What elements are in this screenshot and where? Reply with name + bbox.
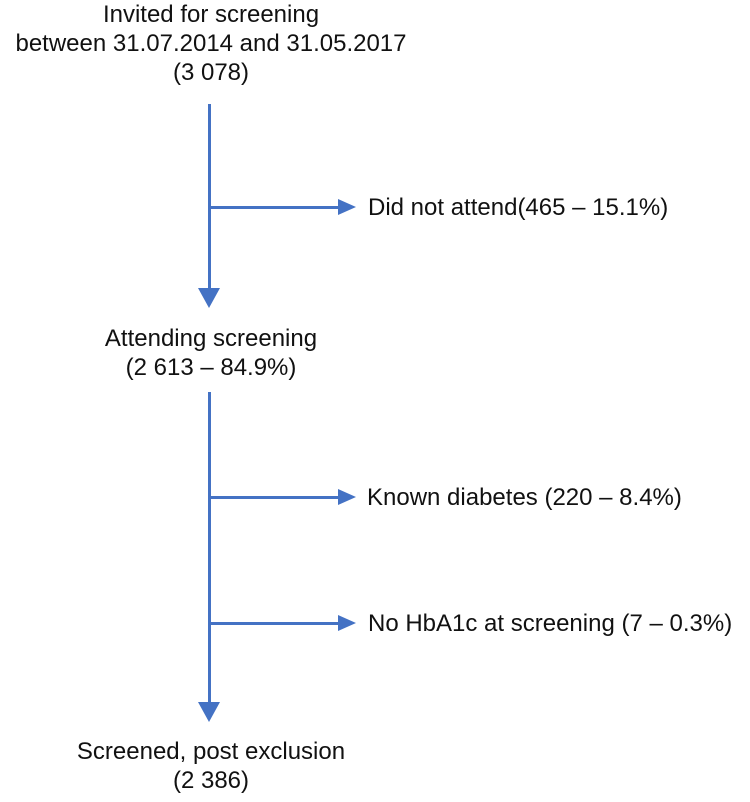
branch-no-hba1c-shaft	[210, 622, 338, 625]
label-no-hba1c-at-screening: No HbA1c at screening (7 – 0.3%)	[368, 610, 733, 637]
right-arrowhead-icon	[338, 615, 356, 631]
arrow-attending-to-screened-shaft	[208, 392, 211, 703]
node-screened-post-exclusion: Screened, post exclusion (2 386)	[76, 738, 346, 794]
arrow-invited-to-attending-shaft	[208, 104, 211, 289]
label-known-diabetes: Known diabetes (220 – 8.4%)	[367, 484, 682, 511]
node-invited-for-screening: Invited for screening between 31.07.2014…	[15, 1, 407, 86]
right-arrowhead-icon	[338, 199, 356, 215]
down-arrowhead-icon	[198, 702, 220, 722]
branch-did-not-attend-shaft	[210, 206, 338, 209]
branch-known-diabetes-shaft	[210, 496, 338, 499]
label-did-not-attend: Did not attend(465 – 15.1%)	[368, 194, 669, 221]
right-arrowhead-icon	[338, 489, 356, 505]
down-arrowhead-icon	[198, 288, 220, 308]
node-attending-screening: Attending screening (2 613 – 84.9%)	[104, 325, 318, 381]
